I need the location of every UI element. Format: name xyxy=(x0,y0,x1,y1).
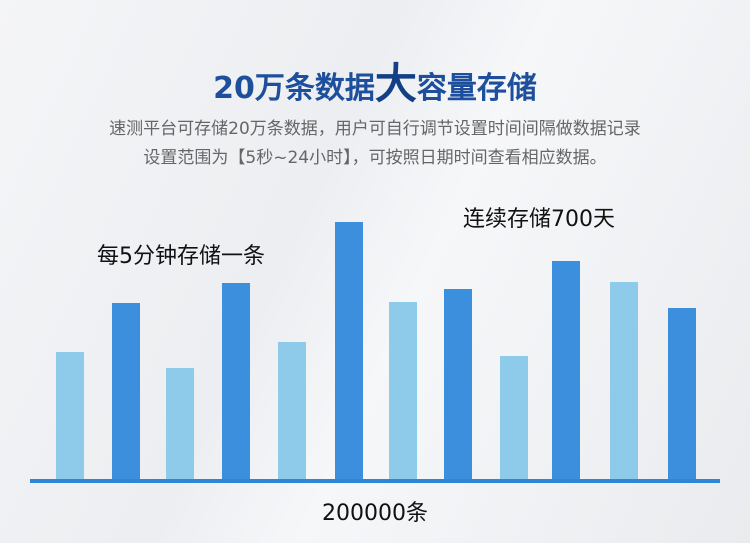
bar xyxy=(278,342,306,479)
title-part2: 容量存储 xyxy=(416,71,537,106)
title-emphasis: 大 xyxy=(374,59,417,108)
total-label: 200000条 xyxy=(322,501,428,526)
bar xyxy=(166,368,194,479)
description-line-2: 设置范围为【5秒~24小时】，可按照日期时间查看相应数据。 xyxy=(143,148,607,168)
bar xyxy=(500,356,528,479)
bar xyxy=(668,308,696,479)
title-part1: 20万条数据 xyxy=(213,71,375,106)
bar xyxy=(552,261,580,479)
interval-label: 每5分钟存储一条 xyxy=(97,244,265,269)
bar xyxy=(222,283,250,479)
bar xyxy=(112,303,140,479)
bar xyxy=(56,352,84,479)
bar xyxy=(335,222,363,479)
bar xyxy=(610,282,638,479)
page-title: 20万条数据大容量存储 xyxy=(0,50,750,111)
description-line-1: 速测平台可存储20万条数据，用户可自行调节设置时间间隔做数据记录 xyxy=(109,119,641,139)
bar xyxy=(389,302,417,479)
bar xyxy=(444,289,472,479)
baseline xyxy=(30,479,720,483)
duration-label: 连续存储700天 xyxy=(463,207,615,232)
